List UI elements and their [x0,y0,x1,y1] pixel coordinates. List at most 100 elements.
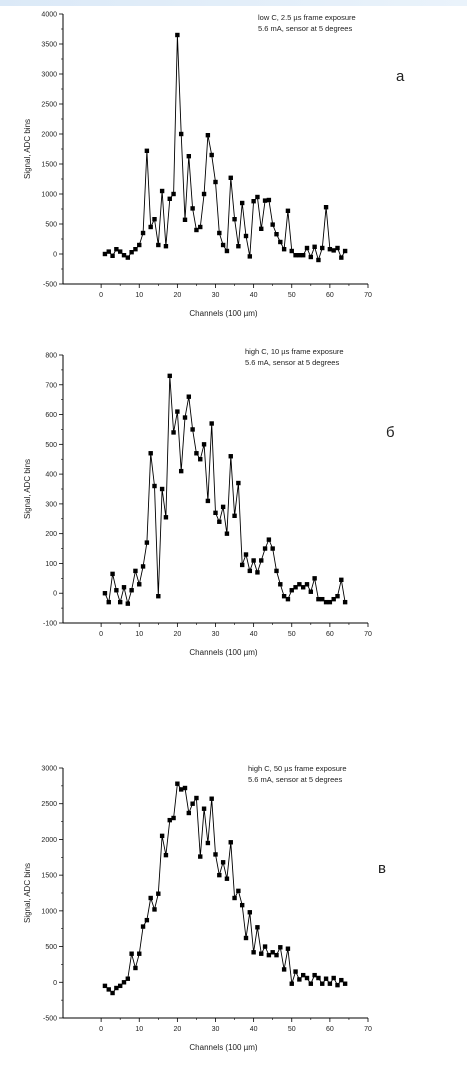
x-tick-label: 60 [326,292,334,299]
x-tick-label: 50 [288,631,296,638]
data-point [316,596,321,602]
y-tick-label: 200 [45,531,57,538]
data-point [190,427,195,432]
data-point [110,990,115,996]
data-point [255,194,260,200]
data-point [152,217,157,222]
data-point [236,480,241,486]
data-point [102,251,108,257]
y-tick-label: 2500 [41,102,57,109]
y-tick-label: 0 [53,980,57,987]
data-point [251,950,256,955]
data-point [300,972,306,978]
data-point [201,191,207,197]
data-point [320,596,325,602]
data-point [323,599,329,605]
data-point [342,599,348,605]
data-point [190,801,195,806]
data-point [239,902,245,908]
data-point [140,230,146,236]
y-tick-label: 300 [45,501,57,508]
data-point [163,515,169,520]
data-point [205,840,211,846]
data-point [133,247,138,252]
x-tick-label: 20 [173,631,181,638]
x-tick-label: 40 [250,631,258,638]
data-point [274,952,279,958]
data-point [266,952,272,958]
data-point [209,421,214,426]
y-tick-label: 700 [45,382,57,389]
series-line [104,375,346,606]
data-point [224,248,230,254]
data-point [243,552,249,557]
data-point [205,133,211,138]
y-tick-label: 1500 [41,162,57,169]
data-point [262,546,268,551]
data-point [304,245,310,251]
data-point [316,975,321,981]
data-point [182,415,188,420]
y-tick-label: 1000 [41,908,57,915]
data-point [159,486,165,492]
y-axis-label: Signal, ADC bins [23,119,32,179]
data-point [308,981,314,986]
data-point [178,787,184,792]
data-point [167,817,172,823]
data-point [186,810,192,816]
data-point [297,253,302,258]
data-point [129,588,134,593]
data-point [320,245,325,251]
data-point [175,781,180,786]
data-point [266,197,272,203]
data-point [251,558,256,563]
x-tick-label: 70 [364,1026,372,1033]
x-axis-label: Channels (100 µm) [189,1043,258,1052]
y-tick-label: 800 [45,353,57,360]
data-point [198,224,203,230]
data-point [220,860,226,865]
data-point [323,976,329,981]
data-point [300,585,306,590]
x-tick-label: 30 [212,1026,220,1033]
data-point [312,244,317,249]
data-point [274,568,279,574]
data-point [289,588,294,593]
data-point [175,409,180,414]
annotation-line: high C, 50 µs frame exposure [248,764,347,773]
data-point [331,248,336,253]
x-tick-label: 10 [135,1026,143,1033]
y-tick-label: 1000 [41,192,57,199]
data-point [163,852,169,858]
data-point [289,248,294,254]
x-tick-label: 20 [173,292,181,299]
data-point [308,254,314,260]
data-point [182,217,188,222]
data-point [178,131,184,137]
data-point [148,895,153,901]
data-point [144,917,150,923]
y-tick-label: 4000 [41,12,57,19]
data-point [205,498,211,504]
data-point [156,594,161,599]
data-point [186,154,192,159]
data-point [114,247,119,252]
chart-c: 0 10 20 30 40 50 60 70 -500 0 500 1000 1500 2000 2500 3… [23,764,372,1052]
y-tick-label: 3000 [41,72,57,79]
x-tick-label: 30 [212,631,220,638]
data-point [148,451,153,456]
data-point [293,253,298,258]
y-tick-label: 100 [45,561,57,568]
data-point [133,965,138,971]
data-point [194,451,199,456]
data-point [110,571,115,577]
data-point [300,253,306,258]
data-point [148,224,153,230]
data-point [327,981,333,986]
data-point [278,945,283,950]
data-point [133,568,138,574]
y-tick-label: 500 [45,222,57,229]
data-point [121,253,127,258]
series-line [104,782,346,994]
data-point [335,594,340,599]
